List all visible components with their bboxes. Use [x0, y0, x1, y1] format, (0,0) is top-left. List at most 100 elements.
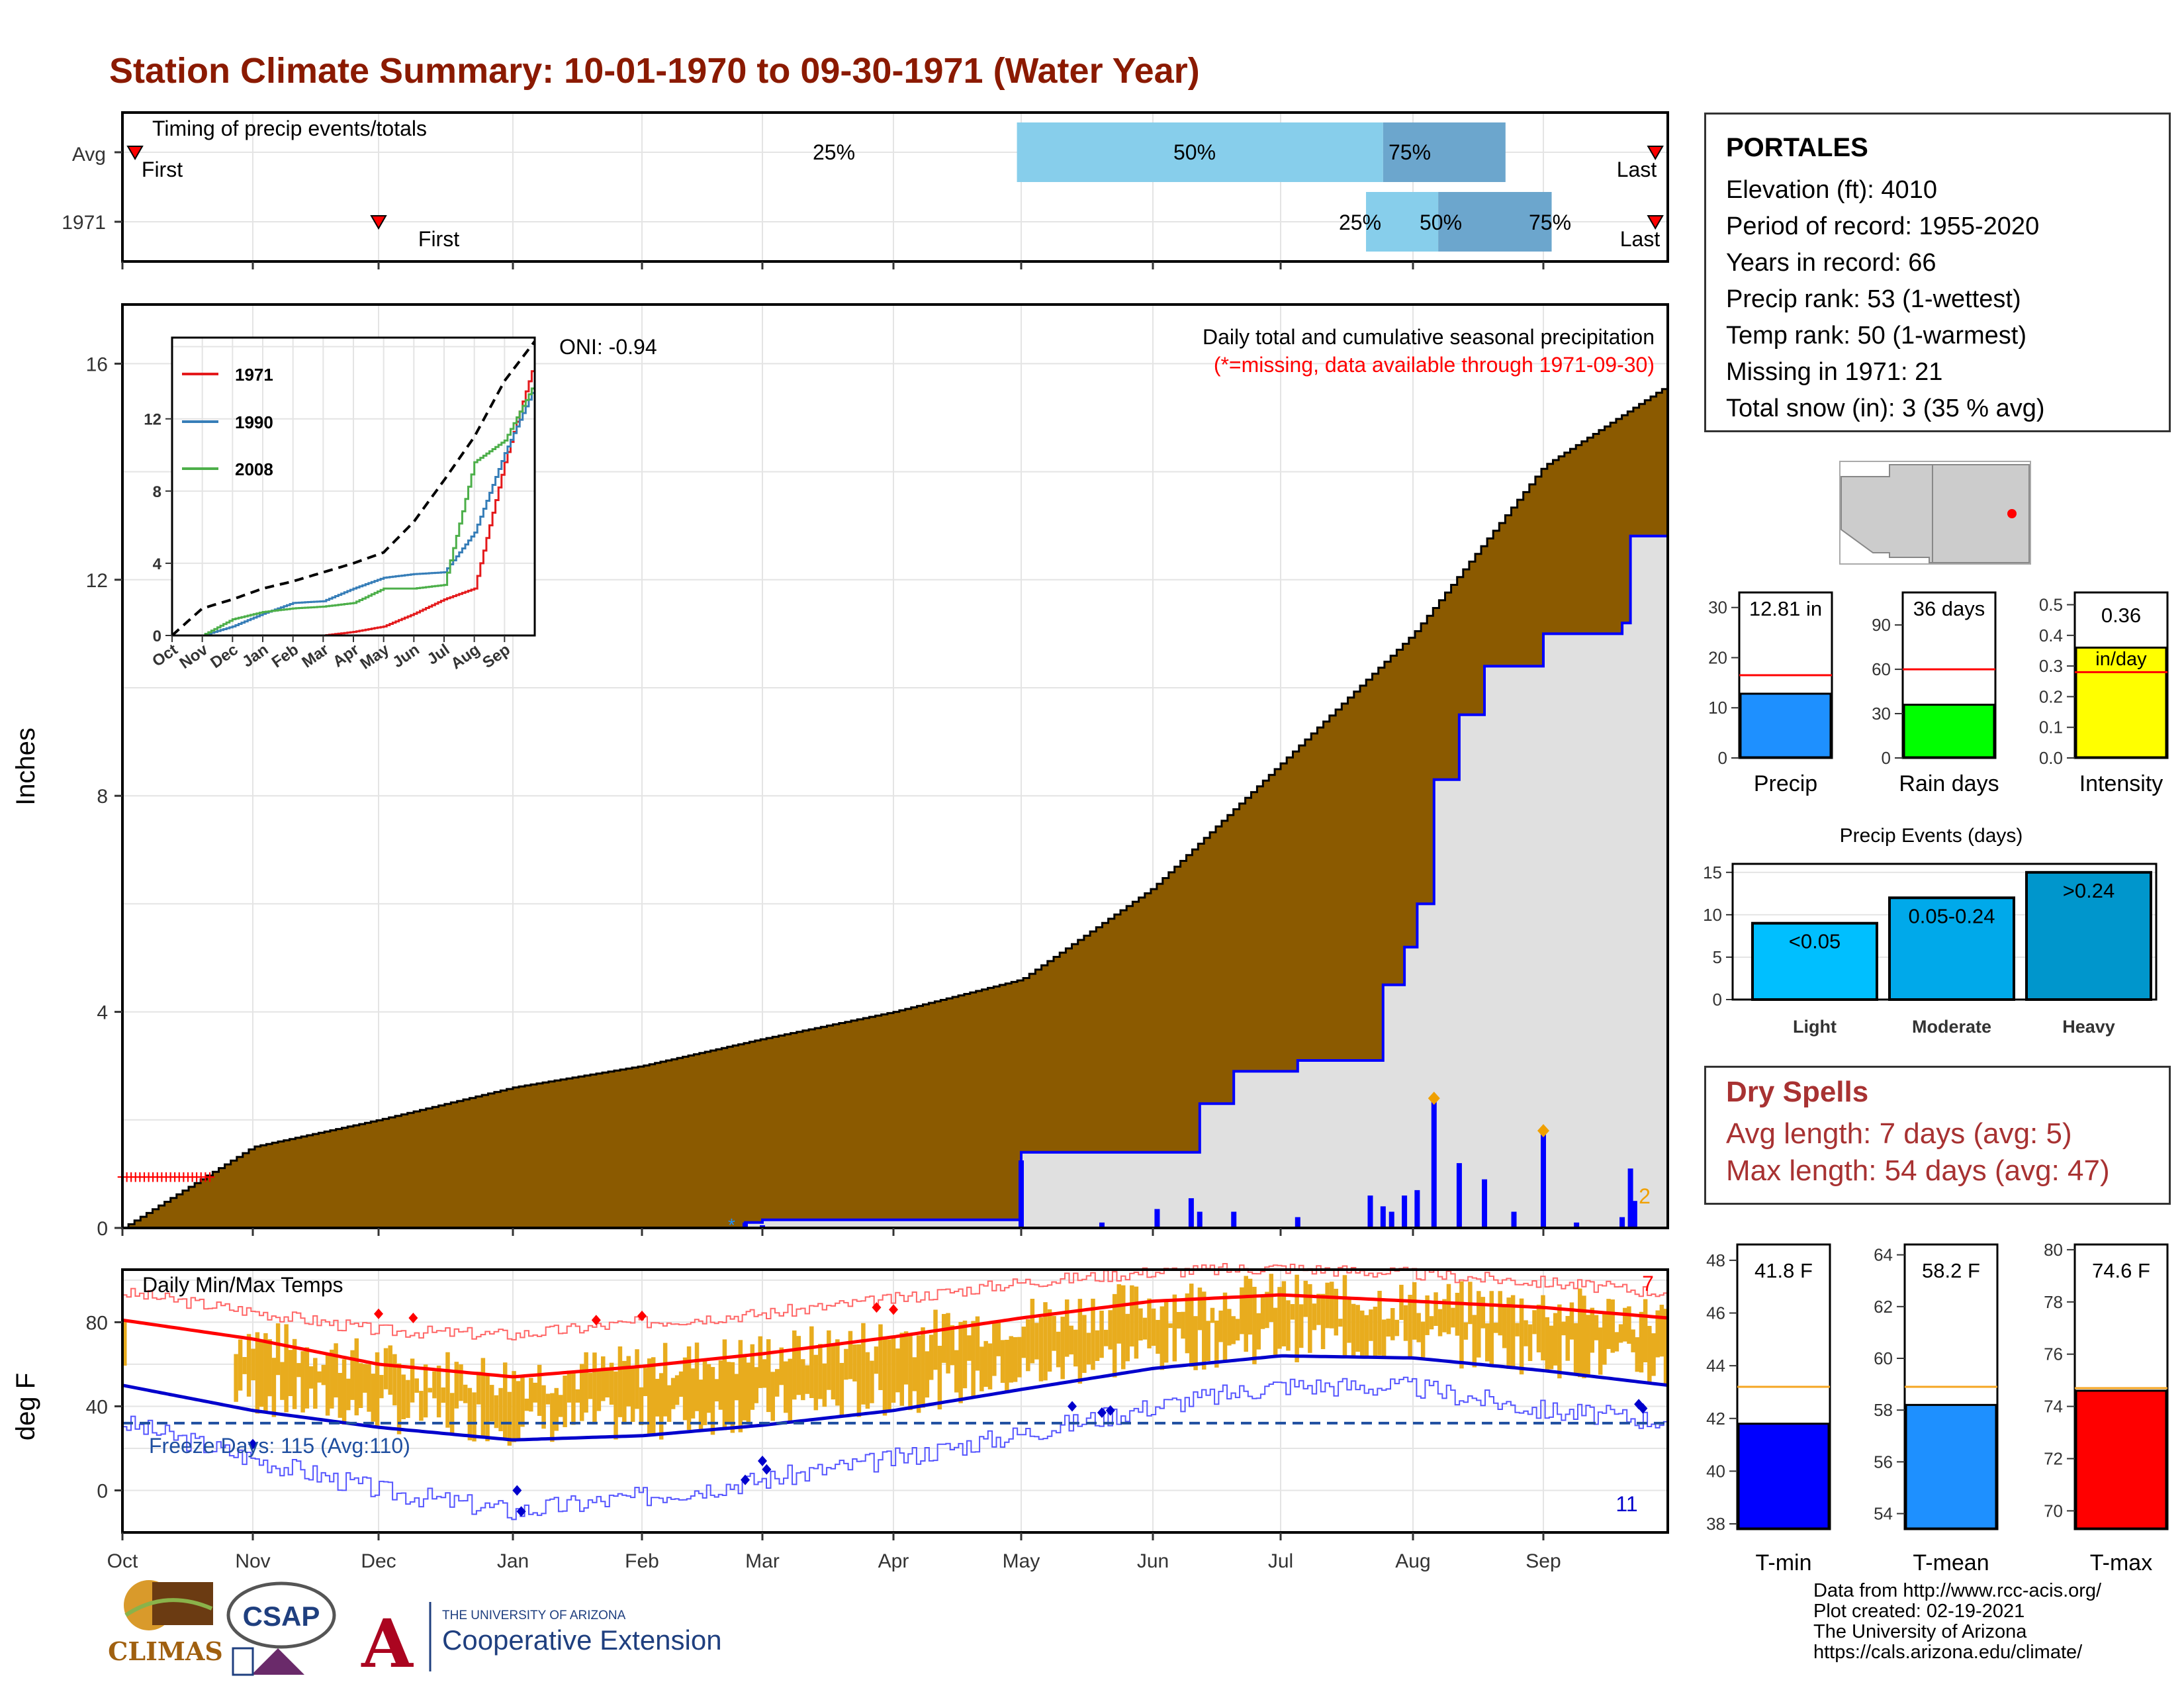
temp-heading: Daily Min/Max Temps — [142, 1273, 343, 1297]
temp-bar-328 — [1515, 1323, 1520, 1336]
temp-bar-212 — [1017, 1336, 1022, 1378]
temp-bar-338 — [1557, 1304, 1562, 1379]
temp-bar-173 — [852, 1344, 857, 1382]
temp-bar-144 — [730, 1362, 735, 1433]
rain-days-ytick-label-2: 60 — [1872, 659, 1891, 679]
inset-ytick-label-2: 8 — [153, 483, 161, 501]
temp-bar-89 — [502, 1362, 508, 1439]
month-axis: Oct Nov Dec Jan Feb Mar Apr May Jun Jul Aug Sep — [107, 1532, 1561, 1572]
timing-avg-q75: 75% — [1388, 140, 1431, 164]
temp-y-axis: 0 40 80 — [86, 1312, 122, 1502]
freeze-days-label: Freeze Days: 115 (Avg:110) — [149, 1434, 410, 1458]
events-frame — [1731, 863, 2158, 1001]
rain-days-ytick-label-3: 90 — [1872, 615, 1891, 635]
temp-bar-123 — [647, 1358, 652, 1434]
temp-bar-228 — [1086, 1333, 1091, 1365]
temp-bar-125 — [655, 1378, 660, 1417]
daily-precip-bars — [743, 1092, 1637, 1228]
tmean-ytick-label-5: 64 — [1874, 1245, 1893, 1265]
temp-bar-267 — [1252, 1286, 1257, 1364]
temp-bar-346 — [1590, 1307, 1595, 1353]
temp-bar-264 — [1240, 1287, 1244, 1335]
temp-bar-169 — [835, 1339, 840, 1406]
precip-bar — [1739, 692, 1832, 759]
temp-bar-240 — [1138, 1308, 1143, 1341]
temp-bar-26 — [234, 1354, 238, 1402]
temp-bar-238 — [1130, 1285, 1134, 1347]
temp-bar-197 — [954, 1350, 959, 1393]
temp-bar-120 — [635, 1349, 639, 1409]
events-category-0: Light — [1793, 1017, 1837, 1037]
map-states — [1841, 464, 2030, 563]
temp-bar-248 — [1172, 1294, 1177, 1362]
temp-bar-79 — [459, 1364, 463, 1401]
temp-bar-209 — [1005, 1339, 1009, 1392]
missing-marker-3: + — [130, 1166, 142, 1188]
temp-bar-67 — [406, 1380, 410, 1419]
precip-ytick-label-2: 8 — [97, 786, 108, 808]
temp-bar-70 — [419, 1391, 424, 1421]
temp-bar-324 — [1498, 1291, 1502, 1336]
temp-bar-163 — [809, 1326, 814, 1399]
heavy-day-count: 2 — [1639, 1184, 1651, 1208]
record-high-marker-5 — [889, 1304, 898, 1315]
tmin-ytick-label-3: 44 — [1706, 1356, 1725, 1376]
temp-bar-288 — [1342, 1275, 1347, 1358]
temp-bar-335 — [1545, 1317, 1550, 1372]
temp-bar-55 — [354, 1338, 359, 1416]
record-low-marker-5 — [762, 1464, 772, 1475]
temp-bar-218 — [1043, 1302, 1048, 1381]
daily-precip-bar-13 — [1414, 1190, 1420, 1228]
temp-bar-222 — [1060, 1317, 1065, 1380]
events-body: <0.05 Light 0.05-0.24 Moderate >0.24 Heavy 0 5 1… — [1703, 863, 2158, 1037]
temp-frame — [121, 1268, 1669, 1534]
temp-bar-202 — [975, 1316, 980, 1371]
temp-bar-187 — [912, 1357, 917, 1391]
temp-bar-352 — [1614, 1332, 1619, 1352]
dry-spells-max: Max length: 54 days (avg: 47) — [1726, 1154, 2110, 1187]
temp-bar-208 — [1000, 1340, 1005, 1383]
dry-spells-title: Dry Spells — [1726, 1076, 1869, 1108]
temp-bar-296 — [1377, 1290, 1382, 1356]
month-label-8: Jun — [1137, 1550, 1169, 1572]
temp-bar-284 — [1325, 1282, 1330, 1329]
temp-bar-157 — [784, 1361, 788, 1413]
record-high-marker-1 — [408, 1313, 418, 1324]
intensity-ytick-label-3: 0.3 — [2039, 656, 2063, 676]
credit-line-data: Data from http://www.rcc-acis.org/ — [1813, 1580, 2102, 1601]
temp-bar-260 — [1222, 1292, 1228, 1363]
daily-precip-bar-8 — [1295, 1217, 1300, 1228]
daily-precip-bar-18 — [1541, 1131, 1546, 1228]
temp-bar-29 — [246, 1334, 251, 1397]
temp-bar-189 — [921, 1327, 925, 1408]
temp-bar-73 — [432, 1371, 437, 1399]
temp-bar-255 — [1202, 1291, 1206, 1370]
temp-bar-279 — [1303, 1280, 1308, 1317]
temp-bar-326 — [1506, 1297, 1511, 1369]
daily-precip-bar-6 — [1197, 1211, 1203, 1228]
tmax-chart: 70 72 74 76 78 80 74.6 F T-max — [2044, 1240, 2169, 1575]
intensity-chart: 0.0 0.1 0.2 0.3 0.4 0.5 0.36 in/day Intensity — [2039, 591, 2169, 796]
temp-bar-52 — [341, 1359, 347, 1425]
temp-bar-356 — [1631, 1329, 1635, 1352]
missing-marker-18: + — [195, 1166, 207, 1188]
temp-ytick-label-1: 40 — [86, 1396, 108, 1418]
missing-marker-1: + — [121, 1166, 133, 1188]
station-info-box: PORTALES Elevation (ft): 4010 Period of … — [1704, 113, 2171, 432]
tmin-ytick-label-4: 46 — [1706, 1303, 1725, 1323]
snow-marker: * — [728, 1215, 735, 1235]
temp-bar-40 — [292, 1338, 297, 1409]
tmean-chart: 54 56 58 60 62 64 58.2 F T-mean — [1874, 1243, 1999, 1575]
temp-bar-41 — [296, 1363, 301, 1378]
events-bar-1 — [1888, 896, 2015, 1001]
temp-bar-145 — [734, 1374, 739, 1401]
legend-1971: 1971 — [235, 365, 273, 385]
temp-bar-160 — [796, 1336, 801, 1395]
tmin-ytick-label-5: 48 — [1706, 1250, 1725, 1270]
temp-bar-283 — [1320, 1293, 1326, 1350]
temp-bar-325 — [1502, 1307, 1507, 1348]
temp-bar-112 — [601, 1356, 606, 1401]
station-location-dot — [2007, 509, 2017, 518]
temp-bar-348 — [1598, 1327, 1603, 1375]
temp-bar-142 — [722, 1339, 727, 1430]
